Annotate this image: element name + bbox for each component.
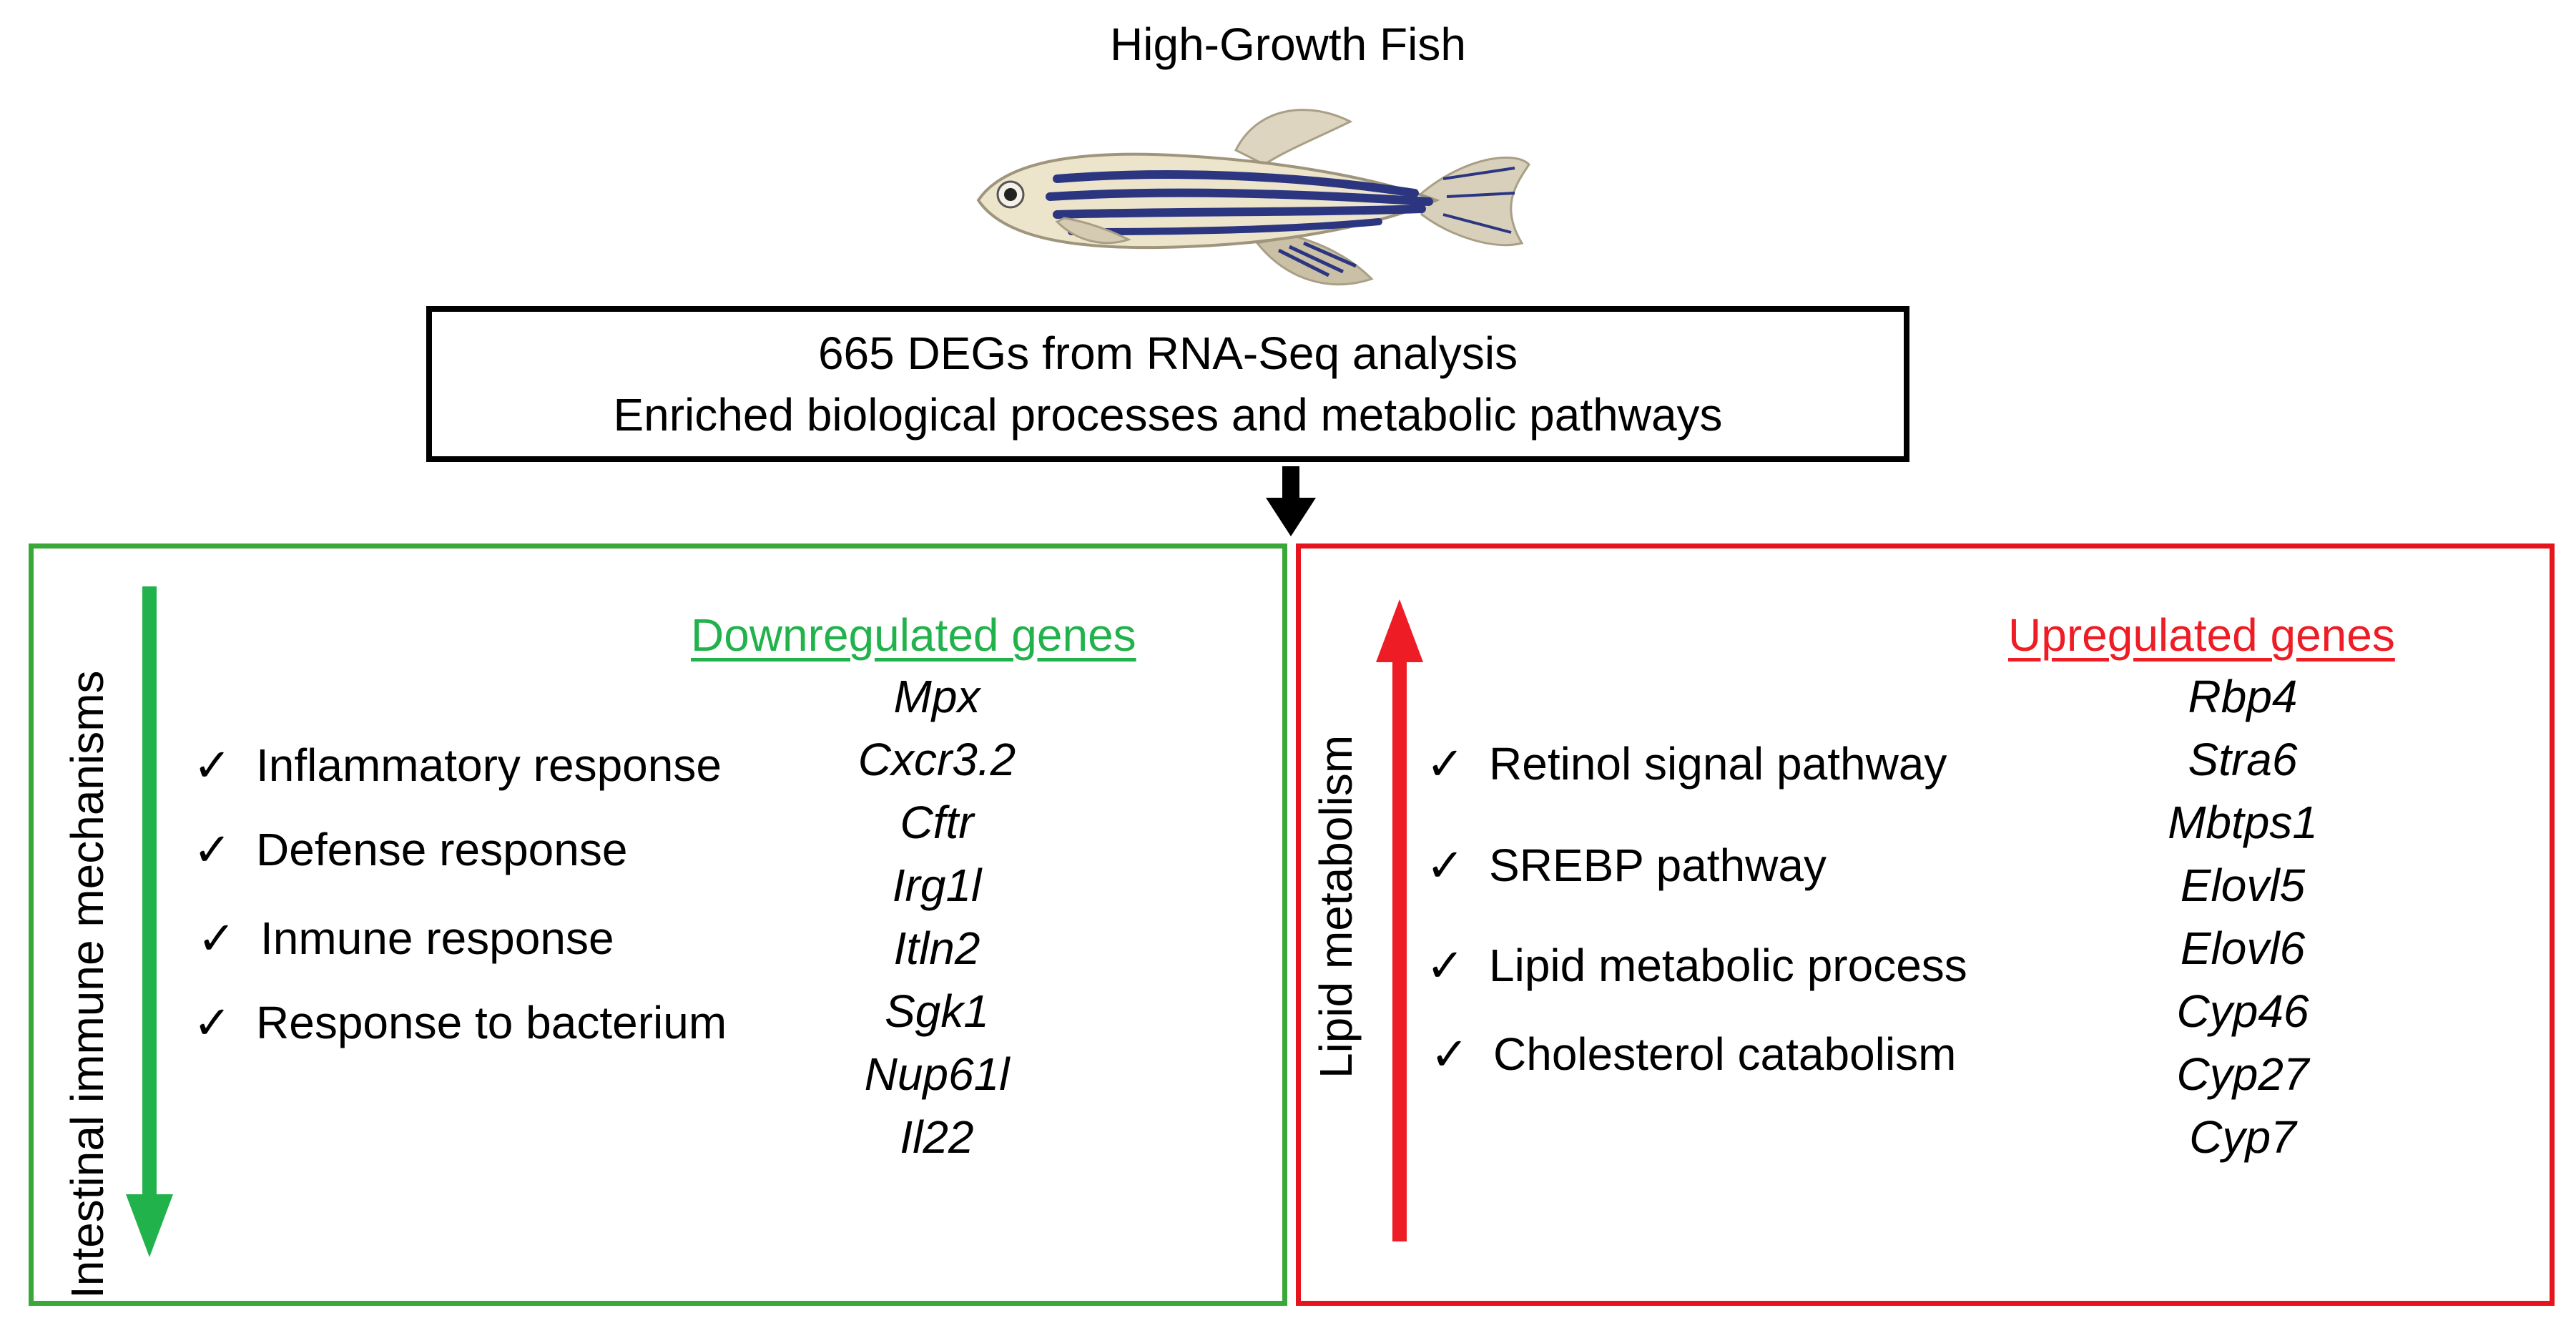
gene-item: Cftr bbox=[900, 797, 974, 848]
figure-title: High-Growth Fish bbox=[1110, 19, 1466, 70]
green-down-arrow-icon bbox=[126, 586, 173, 1257]
gene-item: Cxcr3.2 bbox=[857, 734, 1016, 785]
gene-item: Irg1l bbox=[892, 860, 982, 911]
process-item: ✓ Response to bacterium bbox=[193, 997, 727, 1048]
upregulated-heading: Upregulated genes bbox=[2008, 609, 2395, 661]
gene-item: Il22 bbox=[900, 1111, 974, 1163]
downregulated-gene-list: Mpx Cxcr3.2 Cftr Irg1l Itln2 Sgk1 Nup61l… bbox=[822, 665, 1051, 1169]
downregulated-heading: Downregulated genes bbox=[691, 609, 1136, 661]
intestinal-immune-label: Intestinal immune mechanisms bbox=[62, 670, 113, 1299]
gene-item: Sgk1 bbox=[885, 985, 989, 1037]
process-item: ✓ Retinol signal pathway bbox=[1426, 738, 1947, 790]
check-icon: ✓ bbox=[197, 913, 236, 964]
gene-item: Nup61l bbox=[864, 1048, 1010, 1100]
degs-summary-box: 665 DEGs from RNA-Seq analysis Enriched … bbox=[426, 306, 1909, 462]
check-icon: ✓ bbox=[1426, 840, 1465, 891]
check-icon: ✓ bbox=[193, 997, 232, 1048]
check-icon: ✓ bbox=[1430, 1028, 1469, 1080]
lipid-metabolism-label: Lipid metabolism bbox=[1310, 734, 1362, 1078]
gene-item: Elovl5 bbox=[2180, 860, 2306, 911]
gene-item: Mbtps1 bbox=[2168, 797, 2318, 848]
check-icon: ✓ bbox=[1426, 940, 1465, 991]
gene-item: Rbp4 bbox=[2188, 671, 2298, 722]
check-icon: ✓ bbox=[193, 739, 232, 791]
gene-item: Cyp27 bbox=[2176, 1048, 2309, 1100]
process-item: ✓ Inflammatory response bbox=[193, 739, 722, 791]
downregulated-panel bbox=[29, 543, 1287, 1306]
upregulated-gene-list: Rbp4 Stra6 Mbtps1 Elovl5 Elovl6 Cyp46 Cy… bbox=[2128, 665, 2357, 1169]
gene-item: Itln2 bbox=[893, 923, 980, 974]
summary-line-1: 665 DEGs from RNA-Seq analysis bbox=[817, 328, 1518, 379]
gene-item: Elovl6 bbox=[2180, 923, 2306, 974]
process-item: ✓ SREBP pathway bbox=[1426, 840, 1827, 891]
gene-item: Stra6 bbox=[2188, 734, 2298, 785]
gene-item: Cyp46 bbox=[2176, 985, 2309, 1037]
zebrafish-icon bbox=[976, 109, 1530, 286]
red-up-arrow-icon bbox=[1376, 599, 1423, 1241]
arrow-down-icon bbox=[1266, 466, 1316, 536]
process-item: ✓ Cholesterol catabolism bbox=[1430, 1028, 1957, 1080]
process-item: ✓ Inmune response bbox=[197, 913, 614, 964]
process-item: ✓ Defense response bbox=[193, 824, 628, 875]
gene-item: Cyp7 bbox=[2189, 1111, 2296, 1163]
process-item: ✓ Lipid metabolic process bbox=[1426, 940, 1967, 991]
upregulated-panel bbox=[1296, 543, 2555, 1306]
summary-line-2: Enriched biological processes and metabo… bbox=[613, 389, 1723, 441]
gene-item: Mpx bbox=[893, 671, 980, 722]
check-icon: ✓ bbox=[1426, 738, 1465, 790]
check-icon: ✓ bbox=[193, 824, 232, 875]
